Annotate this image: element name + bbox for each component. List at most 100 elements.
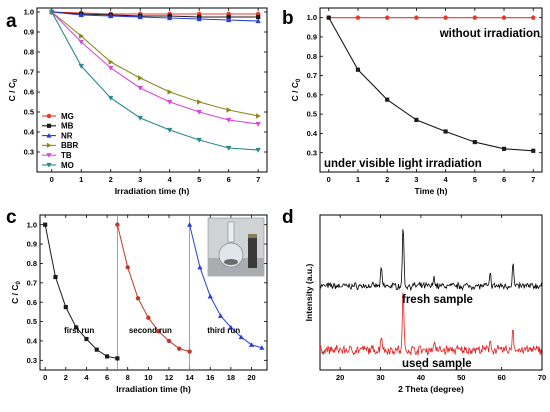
data-point: [196, 137, 202, 143]
magnetic-particles: [224, 259, 238, 265]
data-point: [531, 148, 536, 153]
data-point: [84, 336, 89, 342]
x-tick-label: 3: [138, 175, 142, 184]
y-tick-label: 1.0: [307, 13, 317, 22]
data-point: [167, 89, 173, 95]
data-point: [443, 129, 448, 134]
data-point: [78, 12, 84, 18]
panel-letter-b: b: [282, 8, 294, 29]
series-line-mg: [51, 11, 259, 15]
chart-panel-a: 0 1 2 3 4 5 6 7 0.3 0.4 0.5 0.6 0.7 0.8 0.9 1.0 Irradiat…: [7, 7, 268, 196]
y-tick-label: 0.5: [27, 317, 37, 326]
y-axis-label: C / C0: [7, 78, 19, 101]
plot-frame: [319, 7, 543, 173]
x-tick-label: 4: [168, 175, 173, 184]
y-tick-label: 1.0: [27, 220, 37, 229]
y-axis-label: Intensity (a.u.): [304, 264, 314, 322]
data-point: [207, 293, 213, 299]
legend-marker: [46, 123, 52, 128]
data-point: [226, 107, 232, 113]
x-tick-label: 4: [84, 373, 89, 382]
legend-label-mg: MG: [61, 112, 74, 121]
y-tick-label: 0.6: [27, 298, 37, 307]
legend-marker: [46, 113, 52, 119]
legend-marker: [46, 162, 52, 168]
x-axis-label: Time (h): [415, 186, 448, 196]
y-tick-label: 0.8: [27, 259, 37, 268]
data-point: [255, 113, 261, 119]
x-tick-label: 0: [43, 373, 47, 382]
annotation-without-irradiation: without irradiation: [439, 28, 540, 40]
data-point: [255, 121, 261, 127]
data-point: [137, 85, 143, 91]
y-tick-label: 0.9: [27, 240, 37, 249]
series-line-mb: [51, 11, 259, 18]
x-tick-label: 16: [206, 373, 214, 382]
plot-frame: [39, 214, 268, 371]
y-tick-label: 0.9: [24, 28, 34, 37]
data-point: [135, 296, 141, 301]
data-point: [414, 117, 419, 122]
legend-marker: [46, 153, 52, 158]
x-tick-label: 0: [50, 175, 54, 184]
data-point: [355, 15, 361, 20]
annotation-first-run: first run: [64, 326, 94, 335]
data-point: [79, 33, 84, 39]
data-point: [108, 95, 114, 101]
chart-panel-d: 20 30 40 50 60 70 2 Theta (degree) Intensity (a…: [304, 214, 546, 394]
data-point: [197, 99, 202, 105]
x-tick-label: 60: [497, 373, 505, 382]
data-point: [384, 15, 390, 20]
data-point: [166, 99, 173, 105]
legend-label-nr: NR: [61, 131, 73, 140]
y-tick-label: 0.6: [307, 90, 317, 99]
series-line-first-run: [44, 224, 118, 359]
data-point: [385, 97, 390, 102]
data-point: [138, 75, 143, 81]
series-line-under-visible-light-irradiation: [328, 17, 534, 152]
series-line-third-run: [189, 224, 262, 349]
y-tick-label: 0.4: [307, 129, 318, 138]
x-tick-label: 5: [473, 175, 477, 184]
data-point: [166, 15, 173, 21]
data-point: [248, 342, 255, 347]
x-tick-label: 7: [531, 175, 535, 184]
plot-frame: [36, 7, 268, 173]
data-point: [326, 15, 331, 20]
data-point: [108, 65, 114, 71]
data-point: [255, 14, 261, 20]
data-point: [355, 67, 361, 72]
x-axis-label: Irradiation time (h): [116, 384, 191, 394]
data-point: [255, 147, 261, 153]
annotation-second-run: second run: [129, 326, 172, 335]
y-tick-label: 0.3: [307, 148, 317, 157]
series-line-bbr: [51, 11, 259, 117]
magnet-cap: [248, 234, 257, 238]
y-tick-label: 0.3: [24, 148, 34, 157]
data-point: [226, 14, 231, 20]
legend-label-mb: MB: [61, 122, 74, 131]
data-point: [472, 15, 478, 20]
y-tick-label: 0.7: [24, 68, 34, 77]
x-tick-label: 6: [227, 175, 231, 184]
x-tick-label: 1: [79, 175, 83, 184]
panel-letter-c: c: [6, 207, 17, 228]
x-tick-label: 0: [327, 175, 331, 184]
inset-photo: [207, 217, 265, 277]
x-tick-label: 50: [457, 373, 465, 382]
x-tick-label: 1: [356, 175, 360, 184]
x-tick-label: 14: [185, 373, 194, 382]
x-tick-label: 6: [502, 175, 506, 184]
data-point: [108, 59, 114, 65]
x-tick-label: 12: [165, 373, 173, 382]
data-point: [197, 264, 203, 270]
data-point: [255, 18, 261, 24]
x-tick-label: 3: [414, 175, 418, 184]
x-tick-label: 30: [376, 373, 384, 382]
x-tick-label: 5: [197, 175, 201, 184]
data-point: [104, 354, 110, 359]
data-point: [137, 115, 143, 121]
x-tick-label: 2: [64, 373, 68, 382]
y-tick-label: 0.7: [307, 71, 317, 80]
